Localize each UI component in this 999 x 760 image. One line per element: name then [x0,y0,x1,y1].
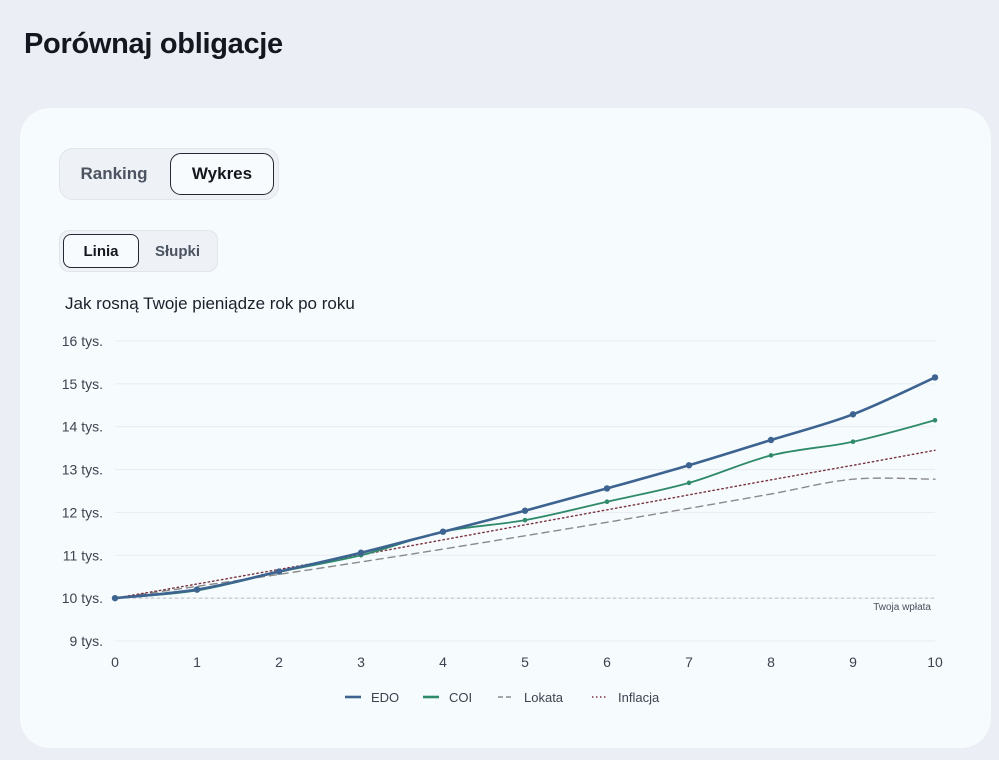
data-point-coi [522,517,528,523]
y-tick-label: 10 tys. [62,590,103,606]
data-point-coi [686,480,692,486]
x-tick-label: 5 [521,654,529,670]
legend: EDO COI Lokata Inflacja [345,690,660,705]
page-title: Porównaj obligacje [24,28,283,60]
data-point-coi [932,417,938,423]
data-point-edo [439,528,447,535]
x-tick-label: 0 [111,654,119,670]
x-tick-label: 4 [439,654,447,670]
y-tick-label: 14 tys. [62,419,103,435]
tab-ranking[interactable]: Ranking [80,164,148,183]
x-tick-label: 8 [767,654,775,670]
y-tick-label: 15 tys. [62,376,103,392]
data-point-edo [275,568,283,575]
y-tick-label: 9 tys. [70,633,103,649]
x-tick-label: 1 [193,654,201,670]
data-point-edo [931,374,939,381]
data-point-edo [849,411,857,418]
reference-line-label: Twoja wpłata [873,602,931,613]
series-line-lokata [114,477,936,599]
data-point-edo [767,436,775,444]
x-tick-label: 2 [275,654,283,670]
data-point-coi [768,453,774,458]
legend-label: EDO [371,690,399,705]
data-point-edo [685,462,693,469]
y-tick-label: 13 tys. [62,462,103,478]
grid [115,340,935,642]
tab-slupki[interactable]: Słupki [154,242,200,260]
legend-label: COI [449,690,472,705]
data-point-edo [193,586,201,593]
legend-label: Inflacja [618,690,660,705]
chart-title: Jak rosną Twoje pieniądze rok po roku [65,294,355,313]
y-tick-label: 12 tys. [62,504,103,520]
data-point-edo [521,507,529,514]
view-toggle: Ranking Wykres [59,148,279,200]
data-point-edo [603,485,611,492]
x-tick-label: 10 [927,654,943,670]
data-point-edo [111,594,119,602]
x-tick-label: 6 [603,654,611,670]
y-axis: 9 tys. 10 tys. 11 tys. 12 tys. 13 tys. 14 tys… [62,333,103,649]
y-tick-label: 16 tys. [62,333,103,349]
legend-label: Lokata [524,690,564,705]
tab-linia[interactable]: Linia [63,234,139,268]
x-axis: 0 1 2 3 4 5 6 7 8 9 10 [111,654,943,670]
series-line-edo [113,376,937,600]
data-point-edo [357,549,365,556]
reference-line: Twoja wpłata [115,597,935,613]
series [111,374,939,602]
chart-type-toggle: Linia Słupki [59,230,218,272]
data-point-coi [604,499,610,505]
series-line-inflacja [114,449,936,599]
tab-wykres[interactable]: Wykres [170,153,274,195]
x-tick-label: 3 [357,654,365,670]
x-tick-label: 9 [849,654,857,670]
x-tick-label: 7 [685,654,693,670]
data-point-coi [850,439,856,445]
y-tick-label: 11 tys. [63,547,103,563]
